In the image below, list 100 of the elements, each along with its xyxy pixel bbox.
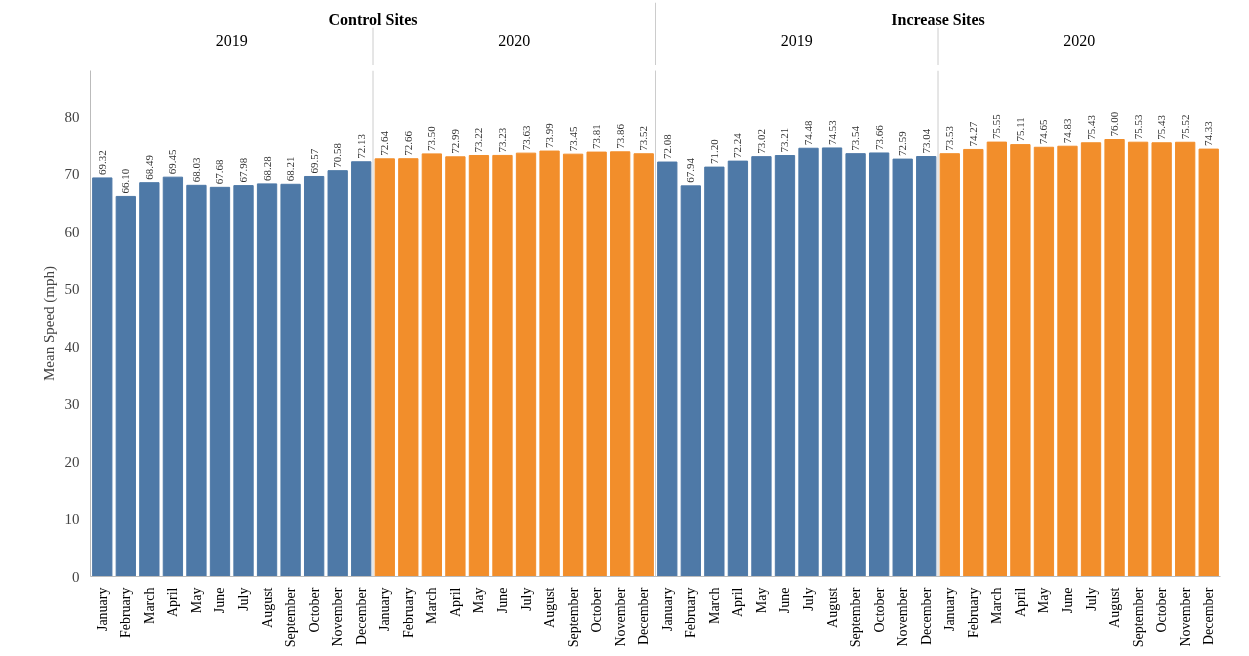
bar: [986, 141, 1008, 577]
bar: [704, 166, 725, 577]
bar: [1175, 141, 1196, 577]
data-label: 67.68: [213, 159, 226, 185]
data-label: 66.10: [119, 168, 132, 194]
y-tick-label: 30: [64, 396, 80, 412]
x-tick-label: March: [706, 587, 722, 625]
bar: [916, 156, 937, 577]
x-tick-label: January: [94, 587, 110, 632]
bar: [351, 161, 372, 577]
data-label: 75.43: [1084, 114, 1097, 140]
x-tick-label: August: [542, 587, 558, 628]
bar: [821, 147, 843, 577]
x-tick-label: January: [659, 587, 675, 632]
x-tick-label: June: [777, 587, 793, 614]
bar: [1104, 139, 1125, 577]
y-tick-label: 60: [64, 223, 80, 240]
bar: [115, 195, 136, 577]
bar: [256, 183, 278, 577]
data-label: 73.63: [519, 124, 532, 151]
x-tick-label: November: [612, 587, 628, 647]
bar: [727, 160, 749, 577]
bar: [1010, 144, 1031, 577]
bar: [233, 185, 254, 577]
bar: [1127, 141, 1149, 577]
x-tick-label: April: [165, 587, 181, 618]
data-label: 68.03: [189, 157, 202, 183]
bar: [751, 156, 772, 577]
x-tick-label: August: [1107, 587, 1123, 628]
x-tick-label: April: [730, 587, 746, 618]
data-label: 75.11: [1013, 117, 1026, 142]
data-label: 67.98: [237, 157, 250, 183]
data-label: 68.21: [284, 156, 297, 182]
data-label: 73.21: [778, 127, 791, 153]
x-tick-label: August: [259, 587, 275, 628]
bar: [1080, 142, 1102, 577]
text: 2019: [215, 31, 248, 49]
x-tick-label: November: [895, 587, 911, 647]
data-label: 72.64: [378, 130, 391, 156]
y-axis-title: Mean Speed (mph): [40, 266, 58, 381]
bar: [633, 153, 654, 577]
x-tick-label: February: [118, 587, 134, 639]
data-label: 74.65: [1037, 119, 1050, 145]
data-label: 71.20: [707, 138, 720, 165]
x-tick-label: October: [871, 587, 887, 633]
bar: [92, 177, 113, 577]
bar: [492, 154, 513, 577]
bar: [186, 184, 207, 577]
x-tick-label: May: [753, 587, 769, 614]
data-label: 72.24: [731, 132, 744, 159]
data-label: 70.58: [331, 142, 344, 168]
x-tick-label: December: [1201, 587, 1217, 646]
x-tick-label: June: [1059, 587, 1075, 614]
data-label: 72.66: [401, 130, 414, 156]
x-tick-label: June: [494, 587, 510, 614]
bar: [539, 150, 560, 577]
bar: [1198, 148, 1219, 577]
data-label: 74.48: [802, 119, 815, 146]
data-label: 73.45: [566, 125, 579, 152]
data-label: 73.81: [590, 124, 603, 150]
data-label: 73.22: [472, 127, 485, 153]
y-tick-label: 0: [72, 568, 80, 585]
data-label: 73.99: [543, 122, 556, 149]
data-label: 72.99: [448, 128, 461, 154]
data-label: 74.27: [966, 121, 979, 147]
y-tick-label: 50: [64, 281, 80, 297]
bar: [774, 155, 796, 577]
data-label: 68.28: [260, 155, 273, 181]
text: Control Sites: [328, 10, 418, 28]
x-tick-label: July: [1083, 587, 1099, 611]
bar: [610, 151, 631, 577]
y-tick-label: 80: [64, 108, 80, 125]
bar: [515, 152, 537, 577]
x-tick-label: December: [353, 587, 369, 646]
bar: [562, 153, 584, 577]
data-label: 69.32: [95, 150, 108, 175]
data-label: 75.55: [990, 113, 1003, 140]
x-tick-label: July: [518, 587, 534, 611]
bar: [939, 153, 960, 577]
x-tick-label: April: [1012, 587, 1028, 618]
data-label: 73.54: [849, 125, 862, 151]
x-tick-label: October: [306, 587, 322, 633]
x-tick-label: June: [212, 587, 228, 614]
data-label: 73.04: [919, 128, 932, 154]
data-label: 68.49: [142, 154, 155, 180]
x-tick-label: July: [801, 587, 817, 611]
data-label: 72.59: [896, 130, 909, 157]
bar: [421, 153, 443, 577]
x-tick-label: February: [683, 587, 699, 639]
text: 2020: [498, 31, 531, 49]
x-tick-label: February: [965, 587, 981, 639]
bar: [303, 175, 325, 577]
x-tick-label: May: [471, 587, 487, 614]
x-tick-label: March: [141, 587, 157, 625]
bar: [398, 158, 419, 577]
x-tick-label: September: [1130, 587, 1146, 648]
y-tick-label: 70: [64, 166, 80, 182]
y-tick-label: 10: [64, 511, 80, 527]
x-tick-label: September: [848, 587, 864, 648]
data-label: 72.08: [660, 133, 673, 160]
